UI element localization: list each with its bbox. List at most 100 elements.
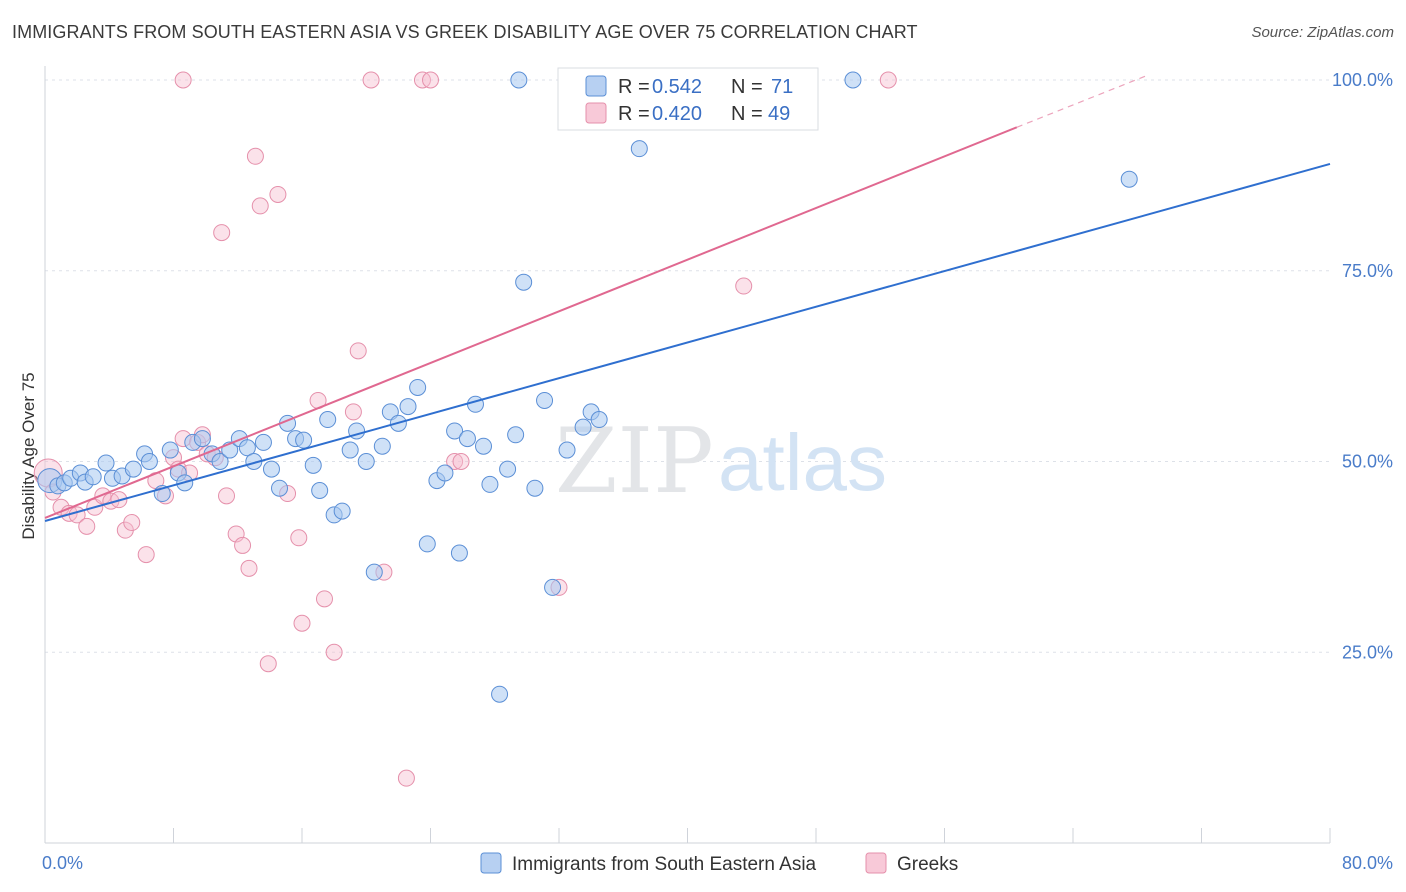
sea-point [262, 460, 280, 478]
greeks-point [234, 536, 252, 554]
bottom-legend: Immigrants from South Eastern Asia Greek… [480, 852, 958, 875]
greeks-point [123, 514, 141, 532]
y-tick-label-0: 25.0% [1342, 642, 1393, 662]
sea-point [211, 453, 229, 470]
sea-point [373, 437, 391, 455]
y-tick-label-1: 50.0% [1342, 452, 1393, 472]
sea-points [37, 71, 1138, 703]
sea-point [466, 395, 484, 413]
sea-point [844, 71, 862, 89]
bottom-legend-label-blue: Immigrants from South Eastern Asia [512, 854, 817, 875]
legend-r-label-1: R = [618, 76, 650, 98]
greeks-point [315, 590, 333, 608]
sea-point [357, 453, 375, 470]
sea-point [526, 479, 544, 497]
watermark: ZIP atlas [555, 409, 887, 514]
sea-point [1120, 170, 1138, 188]
sea-point [491, 685, 509, 703]
greeks-point [325, 643, 343, 661]
sea-point [124, 460, 142, 478]
sea-point [481, 475, 499, 493]
sea-point [499, 460, 517, 478]
sea-point [140, 453, 158, 470]
bottom-legend-swatch-blue [480, 852, 502, 874]
greeks-point [397, 769, 415, 787]
x-tick-label-0: 0.0% [42, 853, 83, 873]
sea-point [475, 437, 493, 455]
greeks-point [251, 197, 269, 215]
greeks-point [446, 453, 464, 470]
y-axis-label: Disability Age Over 75 [19, 372, 38, 539]
greeks-point [735, 277, 753, 295]
sea-point [574, 418, 592, 436]
greeks-trend-extension [1016, 75, 1146, 128]
legend-n-label-1: N = [731, 76, 763, 98]
x-tick-label-1: 80.0% [1342, 853, 1393, 873]
legend-r-label-2: R = [618, 103, 650, 125]
greeks-point [259, 655, 277, 673]
grid-lines [45, 79, 1330, 653]
sea-point [333, 502, 351, 520]
sea-point [319, 411, 337, 429]
greeks-point [137, 546, 155, 564]
legend-n-label-2: N = [731, 103, 763, 125]
trend-lines [44, 75, 1331, 522]
greeks-point [269, 185, 287, 203]
sea-trend-line [44, 162, 1331, 522]
sea-point [436, 464, 454, 482]
bottom-legend-swatch-pink [865, 852, 887, 874]
sea-point [590, 411, 608, 429]
greeks-point [218, 487, 236, 505]
sea-point [161, 441, 179, 459]
tick-labels: 25.0% 50.0% 75.0% 100.0% 0.0% 80.0% [42, 70, 1393, 873]
chart-title: IMMIGRANTS FROM SOUTH EASTERN ASIA VS GR… [12, 22, 918, 42]
sea-point [341, 441, 359, 459]
sea-point [630, 140, 648, 158]
greeks-trend-line [44, 126, 1018, 519]
axes [44, 66, 1331, 844]
legend-r-value-1: 0.542 [652, 76, 702, 98]
sea-point [295, 431, 313, 449]
sea-point [254, 433, 272, 451]
source-label: Source: ZipAtlas.com [1251, 24, 1394, 41]
sea-point [399, 398, 417, 416]
sea-point [515, 273, 533, 291]
greeks-point [879, 71, 897, 89]
y-tick-label-3: 100.0% [1332, 70, 1393, 90]
sea-point [507, 426, 525, 444]
greeks-point [246, 147, 264, 165]
sea-point [450, 544, 468, 562]
sea-point [558, 441, 576, 459]
greeks-point [349, 342, 367, 360]
greeks-point [293, 614, 311, 632]
legend-swatch-blue [585, 75, 607, 97]
sea-point [446, 422, 464, 440]
greeks-point [422, 71, 439, 89]
sea-point [238, 439, 256, 457]
top-legend: R = 0.542 N = 71 R = 0.420 N = 49 [557, 67, 819, 131]
greeks-point [362, 71, 380, 89]
sea-point [311, 481, 329, 499]
legend-swatch-pink [585, 102, 607, 124]
sea-point [271, 479, 289, 497]
greeks-point [290, 529, 308, 547]
bottom-legend-label-pink: Greeks [897, 854, 958, 875]
sea-point [409, 378, 427, 396]
sea-point [536, 391, 554, 409]
legend-n-value-2: 49 [768, 103, 790, 125]
sea-point [365, 563, 383, 581]
greeks-point [174, 71, 192, 89]
sea-point [304, 456, 322, 474]
greeks-point [213, 224, 231, 242]
sea-point [458, 430, 476, 448]
legend-n-value-1: 71 [771, 76, 793, 98]
sea-point [510, 71, 528, 89]
sea-point [84, 468, 102, 486]
greeks-point [78, 517, 96, 535]
sea-point [97, 454, 115, 472]
greeks-point [344, 403, 362, 421]
sea-point [193, 430, 211, 448]
y-tick-label-2: 75.0% [1342, 261, 1393, 281]
greeks-point [240, 559, 258, 577]
